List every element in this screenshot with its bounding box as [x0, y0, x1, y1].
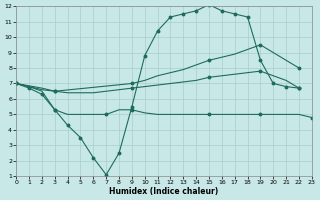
X-axis label: Humidex (Indice chaleur): Humidex (Indice chaleur)	[109, 187, 219, 196]
